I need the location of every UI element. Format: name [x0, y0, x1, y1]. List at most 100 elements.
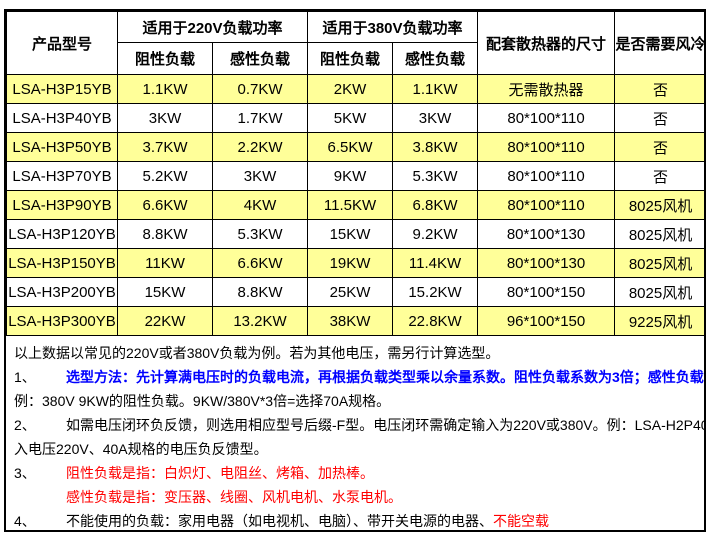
note-item-2: 2、 如需电压闭环负反馈，则选用相应型号后缀-F型。电压闭环需确定输入为220V或…: [14, 413, 704, 437]
model-cell: LSA-H3P150YB: [6, 248, 118, 278]
heatsink-cell: 80*100*130: [477, 219, 616, 249]
resistive-380-cell: 9KW: [307, 161, 394, 191]
resistive-220-cell: 6.6KW: [117, 190, 213, 220]
table-row: LSA-H3P90YB 6.6KW 4KW 11.5KW 6.8KW 80*10…: [6, 190, 704, 220]
note-item-number: 1、: [14, 369, 36, 385]
inductive-220-cell: 13.2KW: [211, 306, 309, 336]
note-inductive-loads-text: 感性负载是指：变压器、线圈、风机电机、水泵电机。: [66, 489, 402, 505]
inductive-220-cell: 2.2KW: [211, 132, 309, 162]
inductive-220-cell: 1.7KW: [211, 103, 309, 133]
fan-cell: 8025风机: [614, 219, 704, 249]
model-cell: LSA-H3P200YB: [6, 277, 118, 307]
note-intro: 以上数据以常见的220V或者380V负载为例。若为其他电压，需另行计算选型。: [14, 341, 696, 365]
fan-cell: 否: [614, 74, 704, 104]
heatsink-cell: 80*100*130: [477, 248, 616, 278]
fan-cell: 9225风机: [614, 306, 704, 336]
inductive-380-cell: 6.8KW: [392, 190, 479, 220]
heatsink-cell: 80*100*110: [477, 103, 616, 133]
note-forbidden-loads-text: 不能使用的负载：家用电器（如电视机、电脑）、带开关电源的电器、: [66, 513, 493, 529]
fan-cell: 8025风机: [614, 277, 704, 307]
col-header-model: 产品型号: [6, 11, 118, 75]
col-header-heatsink: 配套散热器的尺寸: [477, 11, 616, 75]
col-header-inductive-380: 感性负载: [392, 42, 479, 75]
model-cell: LSA-H3P90YB: [6, 190, 118, 220]
note-feedback-text-line1: 如需电压闭环负反馈，则选用相应型号后缀-F型。电压闭环需确定输入为220V或38…: [66, 417, 706, 433]
model-cell: LSA-H3P70YB: [6, 161, 118, 191]
heatsink-cell: 96*100*150: [477, 306, 616, 336]
col-header-inductive-220: 感性负载: [211, 42, 309, 75]
note-item-1-example: 例：380V 9KW的阻性负载。9KW/380V*3倍=选择70A规格。: [14, 389, 696, 413]
inductive-380-cell: 5.3KW: [392, 161, 479, 191]
resistive-380-cell: 15KW: [307, 219, 394, 249]
inductive-380-cell: 15.2KW: [392, 277, 479, 307]
spec-table: 产品型号 适用于220V负载功率 适用于380V负载功率 配套散热器的尺寸 是否…: [6, 11, 704, 336]
header-row-groups: 产品型号 适用于220V负载功率 适用于380V负载功率 配套散热器的尺寸 是否…: [6, 11, 704, 75]
note-item-2-continuation: 入电压220V、40A规格的电压负反馈型。: [14, 437, 696, 461]
resistive-220-cell: 3.7KW: [117, 132, 213, 162]
resistive-220-cell: 22KW: [117, 306, 213, 336]
model-cell: LSA-H3P15YB: [6, 74, 118, 104]
note-item-3: 3、 阻性负载是指：白炽灯、电阻丝、烤箱、加热棒。: [14, 461, 696, 485]
table-row: LSA-H3P40YB 3KW 1.7KW 5KW 3KW 80*100*110…: [6, 103, 704, 133]
resistive-380-cell: 5KW: [307, 103, 394, 133]
note-resistive-loads-text: 阻性负载是指：白炽灯、电阻丝、烤箱、加热棒。: [66, 465, 374, 481]
heatsink-cell: 80*100*150: [477, 277, 616, 307]
model-cell: LSA-H3P50YB: [6, 132, 118, 162]
col-header-resistive-220: 阻性负载: [117, 42, 213, 75]
note-item-number: 3、: [14, 465, 36, 481]
col-header-220v-group: 适用于220V负载功率: [116, 11, 309, 43]
inductive-220-cell: 8.8KW: [211, 277, 309, 307]
fan-cell: 否: [614, 103, 704, 133]
resistive-380-cell: 19KW: [307, 248, 394, 278]
note-item-3-continuation: 感性负载是指：变压器、线圈、风机电机、水泵电机。: [14, 485, 696, 509]
note-selection-method-text: 选型方法：先计算满电压时的负载电流，再根据负载类型乘以余量系数。阻性负载系数为3…: [66, 369, 704, 385]
inductive-220-cell: 3KW: [211, 161, 309, 191]
heatsink-cell: 80*100*110: [477, 132, 616, 162]
note-item-number: 4、: [14, 513, 36, 529]
table-row: LSA-H3P120YB 8.8KW 5.3KW 15KW 9.2KW 80*1…: [6, 219, 704, 249]
resistive-380-cell: 2KW: [307, 74, 394, 104]
resistive-380-cell: 6.5KW: [307, 132, 394, 162]
resistive-220-cell: 1.1KW: [117, 74, 213, 104]
table-row: LSA-H3P70YB 5.2KW 3KW 9KW 5.3KW 80*100*1…: [6, 161, 704, 191]
resistive-380-cell: 25KW: [307, 277, 394, 307]
table-row: LSA-H3P200YB 15KW 8.8KW 25KW 15.2KW 80*1…: [6, 277, 704, 307]
inductive-380-cell: 9.2KW: [392, 219, 479, 249]
table-row: LSA-H3P15YB 1.1KW 0.7KW 2KW 1.1KW 无需散热器 …: [6, 74, 704, 104]
inductive-220-cell: 6.6KW: [211, 248, 309, 278]
fan-cell: 否: [614, 161, 704, 191]
inductive-380-cell: 1.1KW: [392, 74, 479, 104]
table-row: LSA-H3P150YB 11KW 6.6KW 19KW 11.4KW 80*1…: [6, 248, 704, 278]
note-item-number: 2、: [14, 417, 36, 433]
inductive-220-cell: 0.7KW: [211, 74, 309, 104]
col-header-380v-group: 适用于380V负载功率: [307, 11, 479, 43]
resistive-220-cell: 5.2KW: [117, 161, 213, 191]
inductive-220-cell: 4KW: [211, 190, 309, 220]
fan-cell: 8025风机: [614, 190, 704, 220]
inductive-380-cell: 3.8KW: [392, 132, 479, 162]
heatsink-cell: 无需散热器: [477, 74, 616, 104]
model-cell: LSA-H3P300YB: [6, 306, 118, 336]
heatsink-cell: 80*100*110: [477, 161, 616, 191]
resistive-220-cell: 15KW: [117, 277, 213, 307]
inductive-380-cell: 3KW: [392, 103, 479, 133]
model-cell: LSA-H3P120YB: [6, 219, 118, 249]
note-example-text: 例：380V 9KW的阻性负载。9KW/380V*3倍=选择70A规格。: [14, 393, 391, 409]
col-header-resistive-380: 阻性负载: [307, 42, 394, 75]
spec-sheet: 产品型号 适用于220V负载功率 适用于380V负载功率 配套散热器的尺寸 是否…: [4, 9, 706, 532]
fan-cell: 否: [614, 132, 704, 162]
note-no-load-warning: 不能空载: [493, 513, 549, 529]
resistive-380-cell: 38KW: [307, 306, 394, 336]
inductive-220-cell: 5.3KW: [211, 219, 309, 249]
table-row: LSA-H3P300YB 22KW 13.2KW 38KW 22.8KW 96*…: [6, 306, 704, 336]
note-item-1: 1、 选型方法：先计算满电压时的负载电流，再根据负载类型乘以余量系数。阻性负载系数…: [14, 365, 704, 389]
fan-cell: 8025风机: [614, 248, 704, 278]
resistive-220-cell: 11KW: [117, 248, 213, 278]
resistive-220-cell: 3KW: [117, 103, 213, 133]
col-header-fan: 是否需要风冷: [614, 11, 704, 75]
inductive-380-cell: 22.8KW: [392, 306, 479, 336]
heatsink-cell: 80*100*110: [477, 190, 616, 220]
note-item-4: 4、 不能使用的负载：家用电器（如电视机、电脑）、带开关电源的电器、不能空载: [14, 509, 696, 530]
note-intro-text: 以上数据以常见的220V或者380V负载为例。若为其他电压，需另行计算选型。: [14, 345, 500, 361]
inductive-380-cell: 11.4KW: [392, 248, 479, 278]
